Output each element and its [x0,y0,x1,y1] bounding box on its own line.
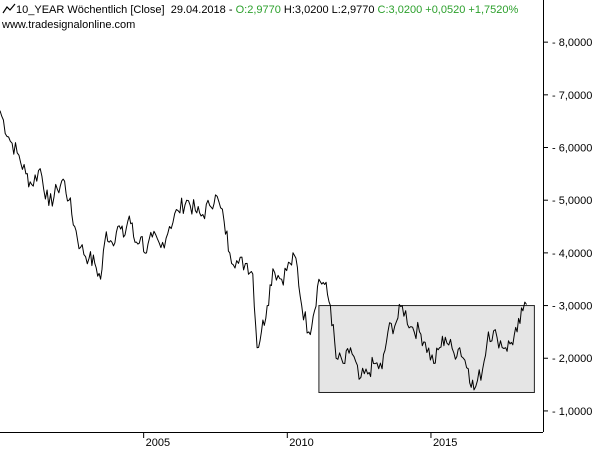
low-label: L: [331,4,341,16]
open-label: O: [235,4,248,16]
high-label: H: [283,4,295,16]
change-pct-value: +1,7520% [468,4,519,16]
interval-label: Wöchentlich [67,4,128,16]
y-tick-label: - 6,0000 [552,143,592,155]
y-tick-label: - 4,0000 [552,248,592,260]
mode-label: [Close] [130,4,165,16]
y-tick-label: - 8,0000 [552,37,592,49]
chart-header: 10_YEAR Wöchentlich [Close] 29.04.2018 -… [2,3,518,17]
x-tick-label: 2015 [433,437,457,449]
y-tick-label: - 7,0000 [552,90,592,102]
open-value: 2,9770 [247,4,281,16]
y-tick-label: - 5,0000 [552,195,592,207]
series-line [0,110,527,391]
close-label: C: [377,4,389,16]
close-value: 3,0200 [388,4,423,16]
x-tick-label: 2005 [146,437,170,449]
symbol-label: 10_YEAR [16,4,65,16]
line-chart-icon [2,3,16,14]
high-value: 3,0200 [294,4,329,16]
y-tick-label: - 1,0000 [552,406,592,418]
low-value: 2,9770 [340,4,375,16]
y-tick-label: - 3,0000 [552,301,592,313]
source-url: www.tradesignalonline.com [2,19,136,31]
y-tick-label: - 2,0000 [552,353,592,365]
change-value: +0,0520 [425,4,466,16]
x-tick-label: 2010 [289,437,313,449]
date-label: 29.04.2018 [170,4,226,16]
